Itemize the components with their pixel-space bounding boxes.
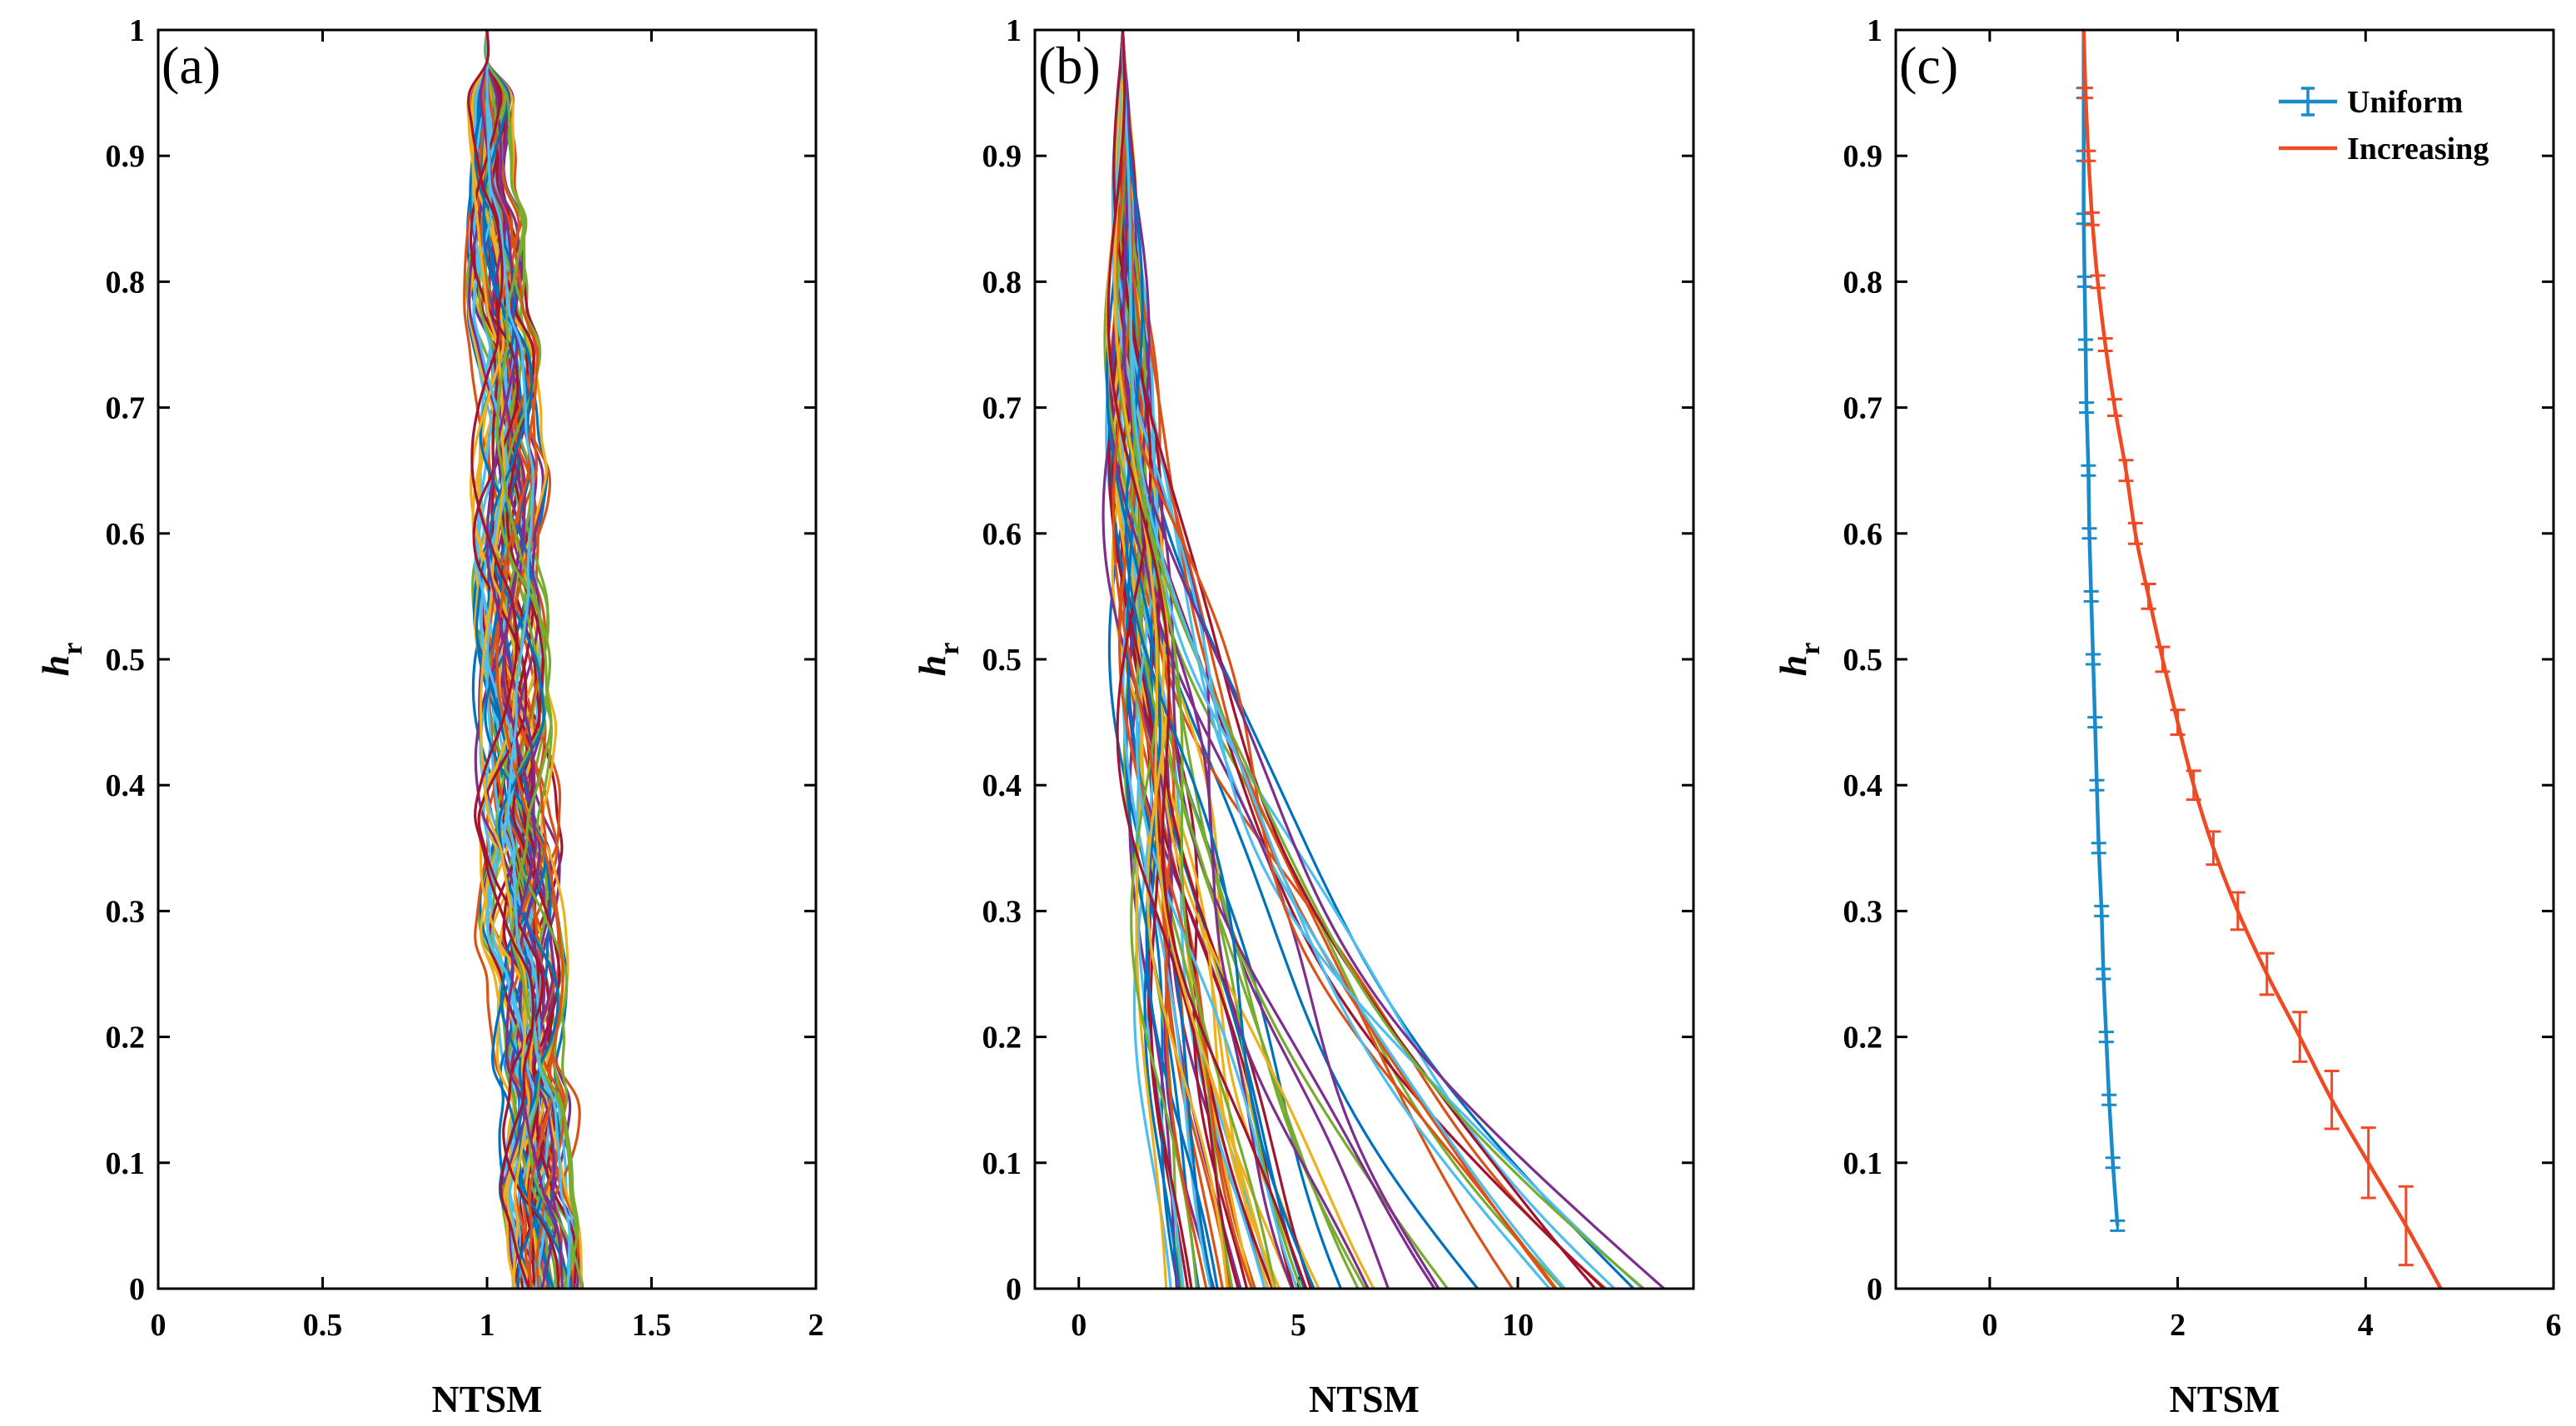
y-axis-label-main: h [34, 655, 77, 677]
x-tick-label: 4 [2358, 1308, 2374, 1343]
y-tick-label: 0.3 [1843, 894, 1883, 929]
y-tick-label: 0.5 [982, 643, 1022, 678]
legend-label-increasing: Increasing [2347, 132, 2489, 166]
y-tick-label: 0.5 [1843, 643, 1883, 678]
x-tick-label: 1 [480, 1308, 495, 1343]
plot-frame [157, 28, 818, 1290]
ensemble-curve [479, 30, 564, 1289]
y-axis-label-main: h [1772, 655, 1814, 677]
ensemble-curve [1120, 30, 1597, 1289]
ensemble-curve [484, 30, 579, 1289]
y-tick-label: 0.8 [1843, 265, 1883, 300]
y-axis-label-subscript: r [934, 643, 965, 655]
x-axis-label: NTSM [2170, 1378, 2280, 1420]
y-tick-label: 0.9 [982, 139, 1022, 174]
x-axis-label: NTSM [432, 1378, 543, 1420]
y-axis-label-main: h [911, 655, 953, 677]
y-tick-label: 0.9 [106, 139, 146, 174]
y-tick-label: 0.2 [106, 1021, 146, 1056]
y-tick-label: 0.8 [982, 265, 1022, 300]
panel-c: 0 0.1 0.2 0.3 0.4 0.5 0.6 0.7 0.8 0.9 1 0 2 4 6 NTSM hr (… [1772, 13, 2562, 1420]
y-tick-label: 0.5 [106, 643, 146, 678]
series-line [2081, 30, 2120, 1226]
y-tick-label: 0.6 [982, 517, 1022, 552]
y-tick-label: 0.4 [982, 768, 1022, 803]
y-tick-label: 1 [1867, 13, 1882, 48]
x-tick-label: 2 [808, 1308, 824, 1343]
x-tick-label: 1.5 [632, 1308, 672, 1343]
y-tick-label: 0.1 [106, 1146, 146, 1181]
ensemble-curve [476, 30, 544, 1289]
panel-label: (c) [1899, 36, 1958, 95]
y-tick-label: 0.6 [1843, 517, 1883, 552]
x-tick-label: 2 [2170, 1308, 2186, 1343]
y-tick-label: 0.2 [1843, 1021, 1883, 1056]
y-tick-label: 0.3 [982, 894, 1022, 929]
ensemble-curve [1113, 30, 1558, 1289]
y-tick-label: 0.4 [1843, 768, 1883, 803]
ensemble-curve [1111, 30, 1644, 1289]
ensemble-curve [1115, 30, 1277, 1289]
ensemble-curve [1121, 30, 1440, 1289]
y-tick-label: 0 [1006, 1272, 1022, 1307]
y-tick-label: 0 [129, 1272, 145, 1307]
x-tick-label: 0 [151, 1308, 167, 1343]
series-increasing [2077, 30, 2443, 1289]
y-tick-label: 0.4 [106, 768, 146, 803]
y-tick-label: 0.9 [1843, 139, 1883, 174]
panel-label: (b) [1038, 36, 1101, 95]
y-tick-label: 0.6 [106, 517, 146, 552]
y-tick-label: 0.3 [106, 894, 146, 929]
ensemble-curve [1113, 30, 1276, 1289]
y-tick-label: 0.7 [982, 391, 1022, 426]
y-axis-label-subscript: r [57, 643, 88, 655]
panel-b: 00.10.20.30.40.50.60.70.80.910 5 10NTSMhr(… [911, 13, 1695, 1420]
x-tick-label: 5 [1290, 1308, 1306, 1343]
y-tick-label: 0.1 [982, 1146, 1022, 1181]
series-group [2076, 30, 2443, 1289]
ensemble-curve [1121, 30, 1315, 1289]
x-tick-label: 0 [1071, 1308, 1087, 1343]
panel-a: 0 0.1 0.2 0.3 0.4 0.5 0.6 0.7 0.8 0.9 1 0 0.5 1 1.5 2 NT… [34, 13, 824, 1420]
y-axis-label: hr [1772, 643, 1826, 677]
y-tick-label: 1 [1006, 13, 1022, 48]
ensemble-curves [463, 30, 584, 1289]
ensemble-curve [482, 30, 574, 1289]
ensemble-curve [1121, 30, 1665, 1289]
y-tick-label: 0.1 [1843, 1146, 1883, 1181]
plot-frame [1894, 28, 2555, 1290]
y-tick-label: 1 [129, 13, 145, 48]
ensemble-curve [467, 30, 535, 1289]
y-tick-label: 0.7 [106, 391, 146, 426]
x-axis-label: NTSM [1309, 1378, 1420, 1420]
x-tick-label: 0.5 [303, 1308, 343, 1343]
x-tick-label: 10 [1502, 1308, 1534, 1343]
ensemble-curve [1120, 30, 1616, 1289]
y-tick-label: 0.8 [106, 265, 146, 300]
y-axis-label-subscript: r [1795, 643, 1826, 655]
ensemble-curve [1111, 30, 1208, 1289]
legend-label-uniform: Uniform [2347, 85, 2463, 120]
plot-frame [1033, 28, 1695, 1290]
y-tick-label: 0.7 [1843, 391, 1883, 426]
x-tick-label: 0 [1982, 1308, 1997, 1343]
ensemble-curves [1102, 30, 1665, 1289]
y-tick-label: 0.2 [982, 1021, 1022, 1056]
series-line [2081, 30, 2443, 1289]
legend: Uniform Increasing [2279, 85, 2489, 166]
ensemble-curve [1121, 30, 1551, 1289]
series-uniform [2076, 30, 2126, 1232]
panel-label: (a) [162, 36, 221, 95]
y-tick-label: 0 [1867, 1272, 1882, 1307]
ensemble-curve [1121, 30, 1605, 1289]
ensemble-curve [482, 30, 564, 1289]
y-axis-label: hr [34, 643, 88, 677]
x-tick-label: 6 [2546, 1308, 2562, 1343]
ensemble-curve [485, 30, 571, 1289]
y-axis-label: hr [911, 643, 965, 677]
ensemble-curve [1106, 30, 1308, 1289]
